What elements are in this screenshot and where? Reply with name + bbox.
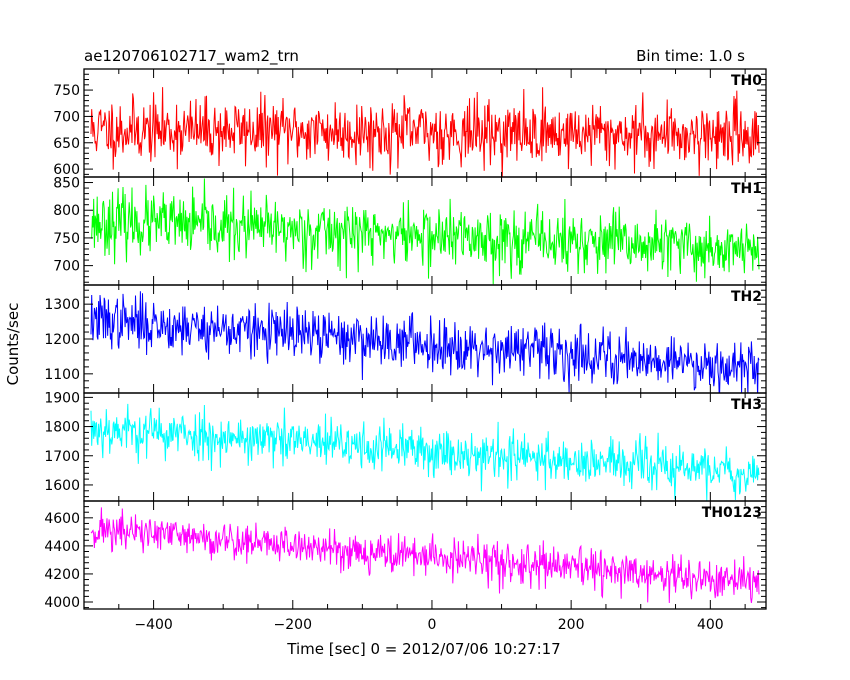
panel-th1: 700 750 800 850 TH1 <box>53 176 767 286</box>
channel-label: TH0123 <box>702 505 762 521</box>
y-tick-label: 800 <box>53 203 80 219</box>
y-tick-label: 4400 <box>44 539 80 555</box>
y-tick-label: 850 <box>53 176 80 192</box>
y-tick-label: 650 <box>53 136 80 152</box>
bin-time-label: Bin time: 1.0 s <box>636 47 745 65</box>
channel-label: TH3 <box>731 397 762 413</box>
y-tick-label: 4000 <box>44 595 80 611</box>
chart-title: ae120706102717_wam2_trn <box>84 47 299 66</box>
series-th3 <box>90 403 760 501</box>
y-tick-label: 600 <box>53 162 80 178</box>
y-tick-label: 1300 <box>44 297 80 313</box>
x-tick-label: −200 <box>274 617 312 633</box>
y-tick-label: 750 <box>53 83 80 99</box>
channel-label: TH2 <box>731 289 762 305</box>
x-tick-label: 200 <box>558 617 585 633</box>
panel-frame <box>83 500 767 610</box>
panel-frame <box>83 392 767 502</box>
y-tick-label: 1100 <box>44 367 80 383</box>
series-th2 <box>90 291 760 393</box>
y-tick-label: 700 <box>53 109 80 125</box>
series-th0123 <box>90 507 760 604</box>
x-tick-labels: −400 −200 0 200 400 <box>134 617 723 633</box>
y-tick-label: 1900 <box>44 390 80 406</box>
x-tick-label: −400 <box>134 617 172 633</box>
x-tick-label: 400 <box>697 617 724 633</box>
x-axis-label: Time [sec] 0 = 2012/07/06 10:27:17 <box>286 640 560 658</box>
x-tick-label: 0 <box>427 617 436 633</box>
y-tick-label: 700 <box>53 259 80 275</box>
y-tick-label: 1700 <box>44 449 80 465</box>
y-tick-label: 750 <box>53 231 80 247</box>
y-axis-label: Counts/sec <box>4 303 22 386</box>
channel-label: TH0 <box>731 73 762 89</box>
panel-th0: 600 650 700 750 TH0 <box>53 68 767 178</box>
y-tick-label: 1800 <box>44 420 80 436</box>
panel-th2: 1100 1200 1300 TH2 <box>44 284 767 394</box>
panel-th0123: 4000 4200 4400 4600 TH0123 <box>44 500 767 611</box>
panels-group: 600 650 700 750 TH0 700 750 800 850 TH1 1100 1200 13… <box>44 68 767 611</box>
y-tick-label: 1200 <box>44 332 80 348</box>
series-th0 <box>90 87 760 177</box>
y-tick-label: 1600 <box>44 478 80 494</box>
y-tick-label: 4600 <box>44 511 80 527</box>
panel-th3: 1600 1700 1800 1900 TH3 <box>44 390 767 502</box>
series-th1 <box>90 178 760 285</box>
channel-label: TH1 <box>731 181 762 197</box>
y-tick-label: 4200 <box>44 567 80 583</box>
